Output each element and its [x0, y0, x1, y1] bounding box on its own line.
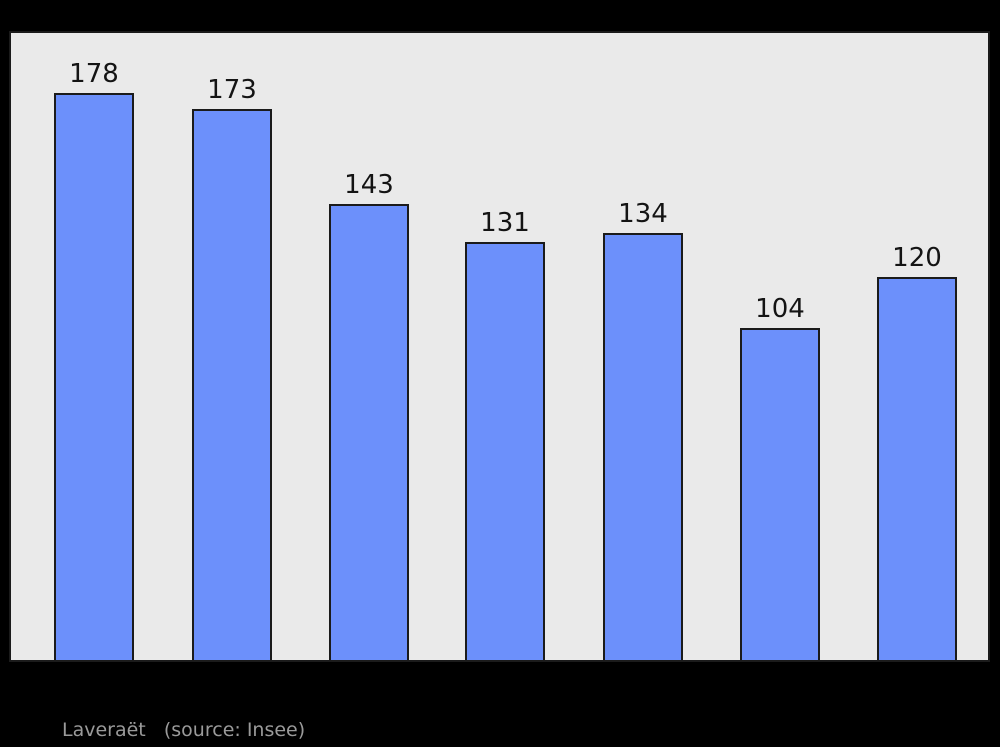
bar-value-label: 134 [618, 199, 668, 229]
bar[interactable] [603, 233, 683, 660]
bar-value-label: 173 [207, 75, 257, 105]
bar[interactable] [877, 277, 957, 660]
bar-value-label: 178 [69, 59, 119, 89]
bar[interactable] [192, 109, 272, 660]
bar-value-label: 120 [892, 243, 942, 273]
bar-value-label: 131 [480, 208, 530, 238]
plot-area: 178 173 143 131 134 104 120 [9, 31, 990, 662]
bar-value-label: 143 [344, 170, 394, 200]
chart-caption: Laveraët (source: Insee) [62, 719, 306, 741]
bar[interactable] [465, 242, 545, 660]
bar-value-label: 104 [755, 294, 805, 324]
bars-layer: 178 173 143 131 134 104 120 [11, 33, 988, 660]
bar[interactable] [329, 204, 409, 660]
bar[interactable] [54, 93, 134, 660]
bar[interactable] [740, 328, 820, 660]
